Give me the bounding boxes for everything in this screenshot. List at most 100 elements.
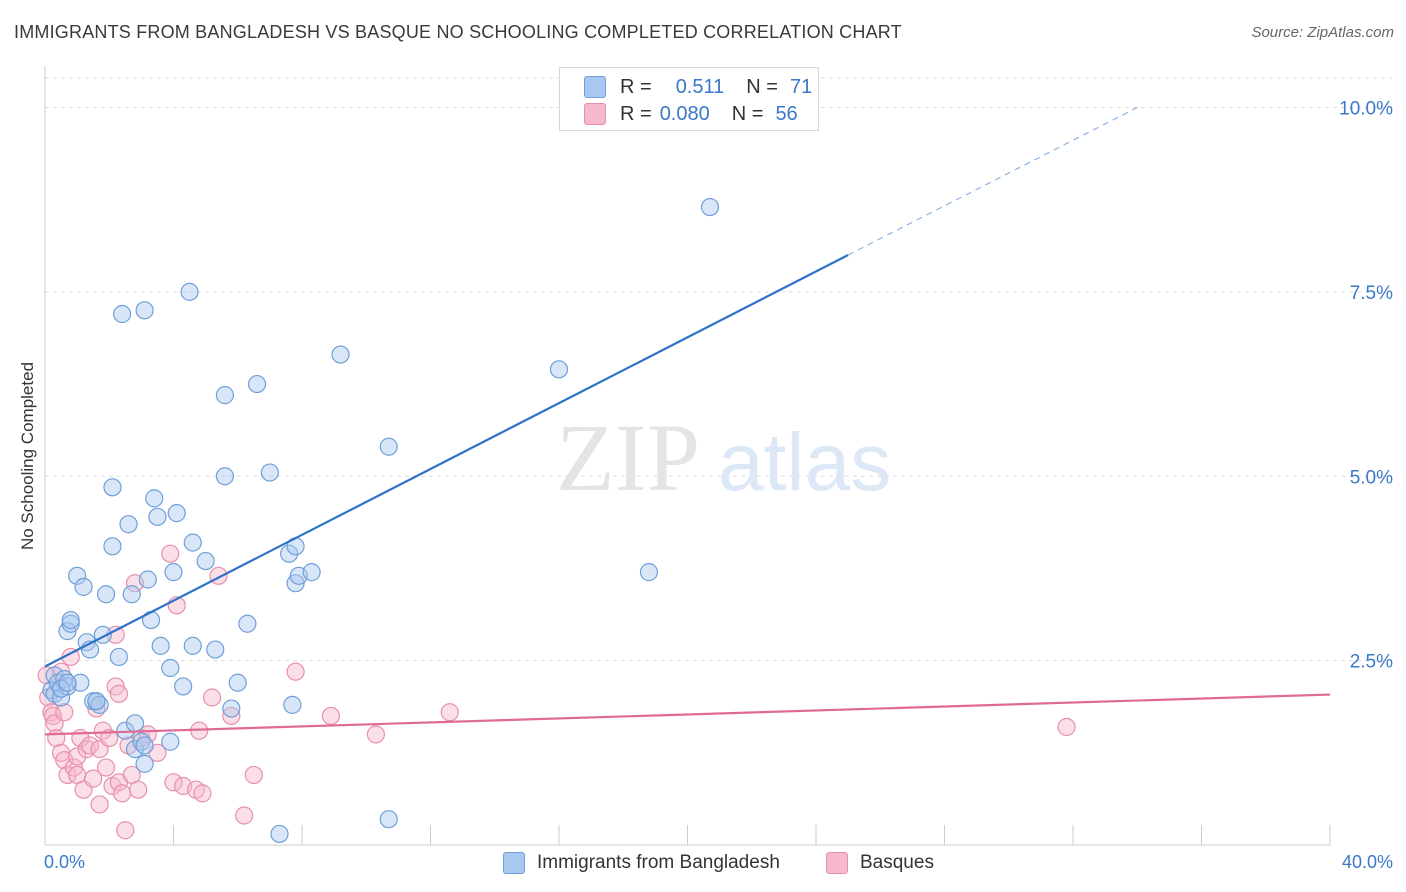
data-point-basques — [90, 795, 109, 814]
data-point-basques — [193, 784, 212, 803]
data-point-bangladesh — [215, 386, 234, 405]
data-point-bangladesh — [379, 437, 398, 456]
legend-item-label: Immigrants from Bangladesh — [537, 852, 780, 873]
data-point-bangladesh — [109, 647, 128, 667]
watermark-atlas: atlas — [718, 417, 891, 508]
legend-row-bangladesh: R = 0.511 N = 71 — [584, 73, 812, 101]
data-point-bangladesh — [58, 673, 77, 692]
legend-r-label: R = — [620, 75, 652, 98]
legend-item-label: Basques — [860, 852, 934, 873]
data-point-bangladesh — [238, 614, 257, 633]
legend-n-value: 56 — [775, 102, 798, 125]
data-point-bangladesh — [125, 740, 145, 759]
data-point-basques — [80, 736, 100, 755]
watermark-zip: ZIP — [556, 404, 700, 511]
data-point-basques — [366, 725, 385, 744]
data-point-basques — [109, 684, 128, 703]
data-point-basques — [202, 688, 222, 707]
data-point-bangladesh — [74, 577, 93, 596]
data-point-bangladesh — [148, 507, 167, 526]
data-point-basques — [112, 784, 132, 803]
data-point-bangladesh — [222, 699, 241, 718]
data-point-bangladesh — [103, 537, 122, 556]
legend-item-basques[interactable]: Basques — [826, 852, 934, 874]
data-point-bangladesh — [549, 360, 569, 379]
data-point-basques — [1057, 717, 1076, 737]
data-point-basques — [100, 728, 119, 748]
data-point-bangladesh — [161, 658, 180, 678]
source-label: Source: ZipAtlas.com — [1251, 24, 1394, 41]
data-point-bangladesh — [122, 585, 141, 604]
data-point-bangladesh — [196, 551, 215, 571]
data-point-basques — [222, 706, 241, 726]
data-point-bangladesh — [379, 810, 398, 829]
series-legend: Immigrants from Bangladesh Basques — [0, 852, 1406, 880]
y-tick-label: 10.0% — [1339, 99, 1393, 120]
data-point-bangladesh — [161, 732, 180, 751]
data-point-bangladesh — [87, 692, 106, 711]
data-point-bangladesh — [167, 504, 186, 523]
y-tick-label: 5.0% — [1350, 467, 1393, 488]
data-point-basques — [129, 780, 148, 799]
data-point-bangladesh — [331, 345, 350, 364]
data-point-bangladesh — [135, 301, 154, 320]
data-point-bangladesh — [68, 566, 87, 585]
data-point-basques — [55, 703, 74, 722]
data-point-bangladesh — [112, 304, 132, 324]
data-point-bangladesh — [183, 636, 202, 655]
legend-swatch-blue — [584, 76, 606, 98]
legend-n-value: 71 — [789, 75, 813, 98]
legend-item-bangladesh[interactable]: Immigrants from Bangladesh — [503, 852, 780, 874]
data-point-basques — [321, 706, 341, 726]
data-point-bangladesh — [280, 544, 299, 563]
data-point-bangladesh — [206, 640, 225, 659]
data-point-bangladesh — [260, 463, 279, 482]
legend-r-value: 0.511 — [675, 75, 725, 98]
data-point-bangladesh — [270, 824, 289, 844]
data-point-basques — [43, 706, 63, 726]
trend-line-bangladesh — [44, 254, 849, 668]
bangladesh-points — [42, 197, 720, 844]
data-point-bangladesh — [283, 695, 302, 714]
data-point-bangladesh — [639, 563, 659, 582]
data-point-basques — [93, 721, 112, 740]
data-point-bangladesh — [135, 754, 154, 773]
x-tick-label-min: 0.0% — [44, 852, 86, 872]
data-point-bangladesh — [164, 563, 183, 582]
data-point-bangladesh — [119, 515, 138, 534]
data-point-basques — [164, 773, 183, 792]
correlation-legend: R = 0.511 N = 71 R = 0.080 N = 56 — [559, 67, 819, 131]
data-point-basques — [84, 769, 103, 788]
y-tick-label: 2.5% — [1350, 652, 1393, 673]
chart-title: IMMIGRANTS FROM BANGLADESH VS BASQUE NO … — [14, 22, 902, 42]
y-axis-label: No Schooling Completed — [18, 361, 37, 551]
data-point-bangladesh — [183, 533, 202, 552]
data-point-basques — [96, 758, 116, 777]
legend-swatch-blue — [503, 852, 525, 874]
data-point-basques — [161, 544, 180, 563]
grid-lines — [45, 77, 1392, 662]
data-point-basques — [68, 747, 87, 766]
legend-n-label: N = — [731, 102, 764, 125]
y-tick-labels: 2.5% 5.0% 7.5% 10.0% — [1339, 99, 1393, 673]
data-point-bangladesh — [103, 478, 122, 497]
data-point-bangladesh — [700, 197, 720, 217]
trend-line-basques — [44, 693, 1331, 736]
x-tick-label-max: 40.0% — [1341, 852, 1393, 872]
data-point-bangladesh — [302, 563, 321, 582]
data-point-bangladesh — [145, 489, 164, 508]
data-point-bangladesh — [215, 467, 234, 486]
data-point-bangladesh — [174, 677, 193, 696]
data-point-bangladesh — [138, 570, 157, 589]
legend-swatch-pink — [826, 852, 848, 874]
data-point-basques — [440, 703, 459, 722]
data-point-basques — [235, 806, 254, 825]
legend-r-label: R = — [620, 102, 652, 125]
legend-swatch-pink — [584, 103, 606, 125]
data-point-basques — [286, 662, 305, 681]
data-point-bangladesh — [247, 374, 267, 394]
data-point-bangladesh — [135, 736, 154, 755]
data-point-bangladesh — [71, 673, 90, 692]
y-tick-label: 7.5% — [1350, 283, 1393, 304]
